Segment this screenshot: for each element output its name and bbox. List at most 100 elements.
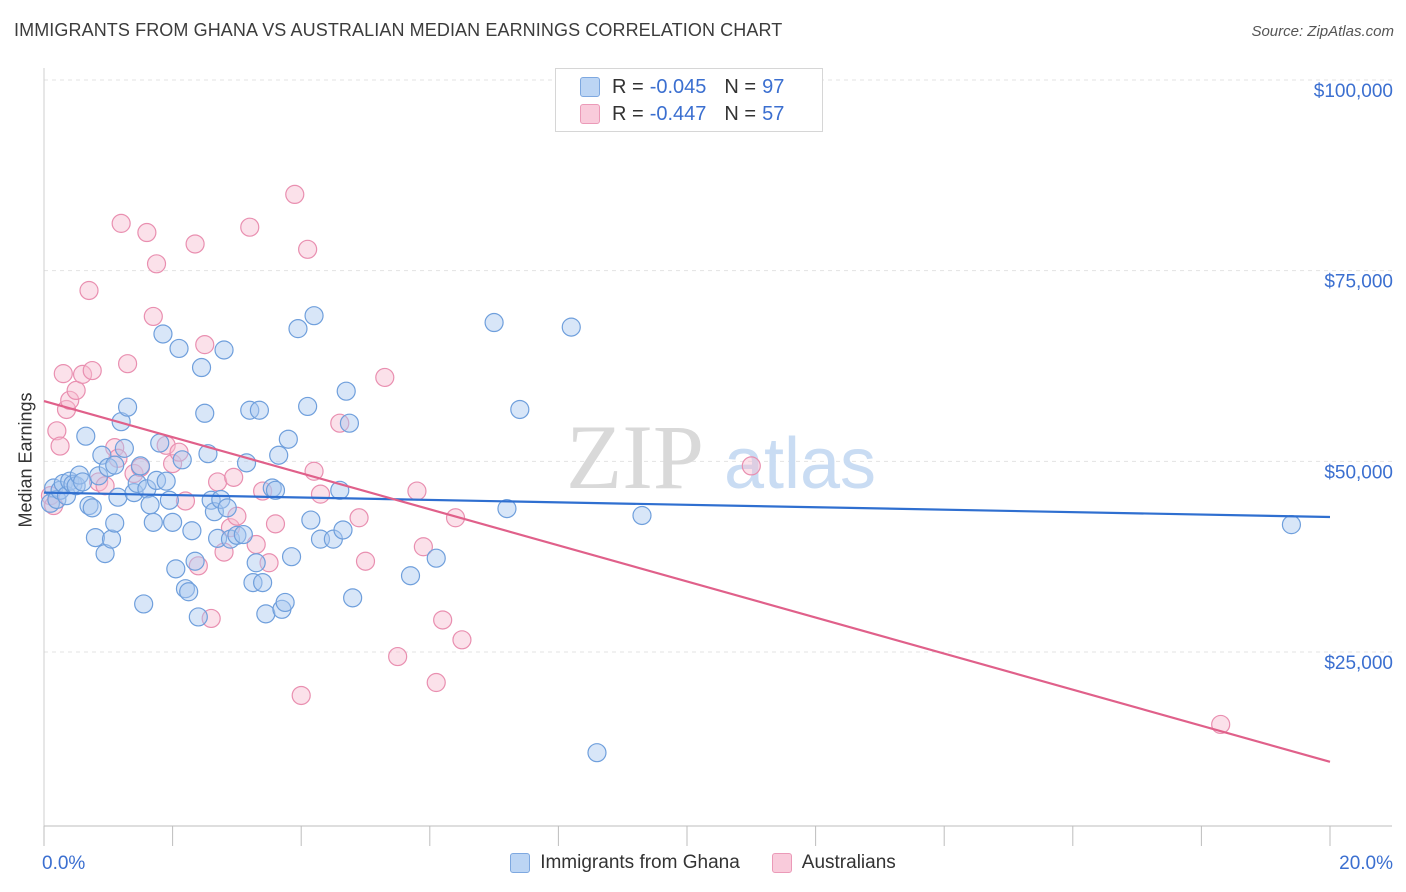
ghana-point [156, 471, 176, 491]
ghana-point [632, 505, 652, 526]
australians-point [413, 537, 433, 557]
ghana-point [101, 529, 122, 549]
ghana-point [56, 486, 77, 506]
australians-point [355, 551, 376, 571]
australians-point [82, 360, 102, 381]
ghana-point [227, 525, 247, 545]
australians-point [452, 630, 472, 650]
legend-n-value: 57 [762, 102, 785, 125]
australians-point [66, 380, 86, 401]
ghana-point [204, 502, 224, 522]
ghana-point [92, 445, 112, 465]
ghana-point [117, 397, 138, 417]
ghana-point [134, 594, 154, 614]
ghana-point [587, 743, 607, 763]
ghana-point [240, 400, 260, 420]
australians-point [310, 484, 331, 504]
ghana-point [85, 527, 106, 548]
ghana-point [114, 438, 134, 458]
australians-point [111, 213, 131, 233]
australians-point [388, 646, 408, 667]
australians-point [79, 280, 99, 301]
legend-item-ghana: Immigrants from Ghana [510, 852, 740, 874]
ghana-point [143, 512, 163, 532]
australians-point [265, 514, 286, 534]
ghana-point [256, 604, 276, 624]
ghana-point [343, 588, 363, 608]
watermark-zip: ZIP [566, 406, 704, 508]
axes [43, 68, 1392, 846]
y-tick-label: $100,000 [1314, 81, 1393, 102]
ghana-point [179, 582, 199, 602]
australians-point [53, 364, 73, 384]
australians-point [426, 672, 446, 693]
ghana-point [233, 524, 253, 545]
legend-label-australians: Australians [801, 852, 896, 873]
legend-r-label: R = [612, 75, 644, 98]
x-tick-label: 0.0% [42, 853, 85, 874]
ghana-point [281, 547, 302, 567]
ghana-point [253, 572, 273, 593]
ghana-point [150, 433, 170, 453]
legend-n-value: 97 [762, 75, 785, 98]
ghana-point [105, 513, 125, 533]
australians-trend-line [43, 400, 1331, 763]
australians-point [349, 508, 369, 528]
ghana-point [79, 495, 99, 516]
australians-point [146, 254, 167, 274]
y-tick-label: $50,000 [1324, 462, 1393, 483]
australians-point [117, 354, 138, 374]
australians-point [195, 335, 215, 355]
australians-point [240, 217, 260, 237]
ghana-point [269, 445, 289, 465]
ghana-point [172, 450, 192, 470]
ghana-point [497, 499, 517, 519]
ghana-point [140, 495, 160, 515]
y-tick-label: $25,000 [1324, 653, 1393, 674]
ghana-point [175, 579, 196, 599]
chart-title: IMMIGRANTS FROM GHANA VS AUSTRALIAN MEDI… [14, 20, 783, 40]
ghana-point [82, 498, 102, 518]
ghana-point [265, 480, 286, 500]
ghana-point [278, 429, 298, 449]
series-legend: Immigrants from Ghana Australians [0, 852, 1406, 874]
ghana-points [40, 306, 1302, 763]
ghana-point [400, 566, 421, 586]
ghana-point [105, 455, 125, 475]
legend-n-label: N = [724, 75, 757, 98]
ghana-point [153, 324, 173, 344]
ghana-point [191, 357, 212, 378]
legend-swatch-blue [580, 77, 600, 97]
australians-point [291, 685, 311, 706]
ghana-point [336, 381, 356, 401]
australians-point [175, 491, 196, 511]
legend-swatch-pink [771, 853, 792, 873]
ghana-point [246, 553, 266, 573]
ghana-point [339, 413, 360, 433]
ghana-point [333, 520, 353, 540]
ghana-point [243, 572, 263, 593]
australians-point [285, 184, 305, 204]
ghana-point [185, 551, 205, 571]
australians-point [375, 367, 395, 388]
ghana-point [188, 607, 208, 627]
source-note: Source: ZipAtlas.com [1251, 23, 1394, 40]
legend-item-australians: Australians [771, 852, 896, 874]
australians-point [330, 413, 350, 433]
ghana-point [510, 399, 530, 420]
australians-point [208, 472, 228, 492]
ghana-point [166, 559, 186, 579]
gridlines [44, 79, 1392, 653]
legend-r-value: -0.045 [649, 75, 707, 98]
ghana-point [301, 510, 321, 530]
ghana-point [214, 340, 234, 360]
legend-n-label: N = [724, 102, 757, 125]
ghana-point [298, 396, 318, 417]
trend-lines [43, 400, 1331, 763]
australians-point [185, 234, 205, 254]
x-tick-label: 20.0% [1339, 853, 1393, 874]
australians-point [298, 239, 318, 259]
legend-swatch-blue [510, 853, 531, 873]
australians-point [224, 467, 244, 487]
australians-point [407, 481, 427, 501]
